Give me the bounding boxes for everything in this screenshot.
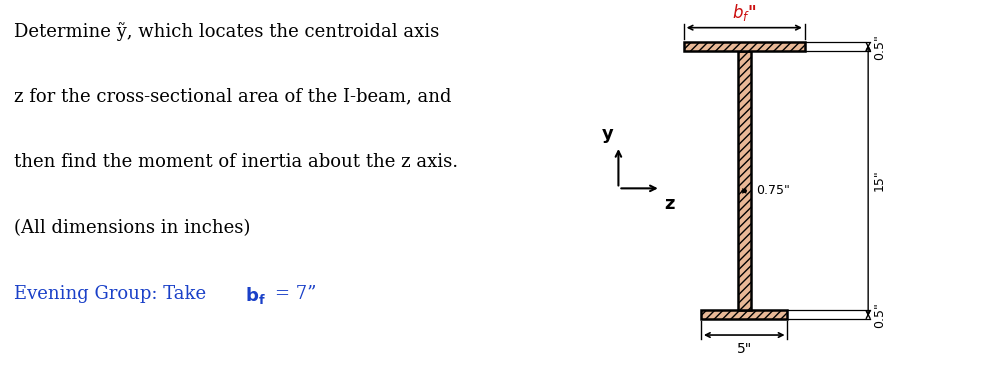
Text: y: y: [602, 125, 614, 143]
Text: $b_f$": $b_f$": [732, 2, 756, 23]
Text: 0.5": 0.5": [873, 34, 886, 59]
Text: 0.5": 0.5": [873, 301, 886, 327]
Bar: [684, 42, 805, 51]
Text: then find the moment of inertia about the z axis.: then find the moment of inertia about th…: [14, 153, 458, 171]
Text: 5": 5": [737, 342, 752, 356]
Text: $\mathbf{b_f}$: $\mathbf{b_f}$: [245, 285, 266, 306]
Text: = 7”: = 7”: [275, 285, 316, 303]
Text: (All dimensions in inches): (All dimensions in inches): [14, 219, 250, 237]
Bar: [701, 310, 787, 319]
Text: 15": 15": [873, 170, 886, 192]
Text: z for the cross-sectional area of the I-beam, and: z for the cross-sectional area of the I-…: [14, 88, 451, 105]
Text: Determine ỹ, which locates the centroidal axis: Determine ỹ, which locates the centroida…: [14, 22, 439, 41]
Text: Evening Group: Take: Evening Group: Take: [14, 285, 211, 303]
Bar: [738, 51, 751, 310]
Text: z: z: [665, 195, 675, 213]
Text: 0.75": 0.75": [756, 184, 790, 197]
